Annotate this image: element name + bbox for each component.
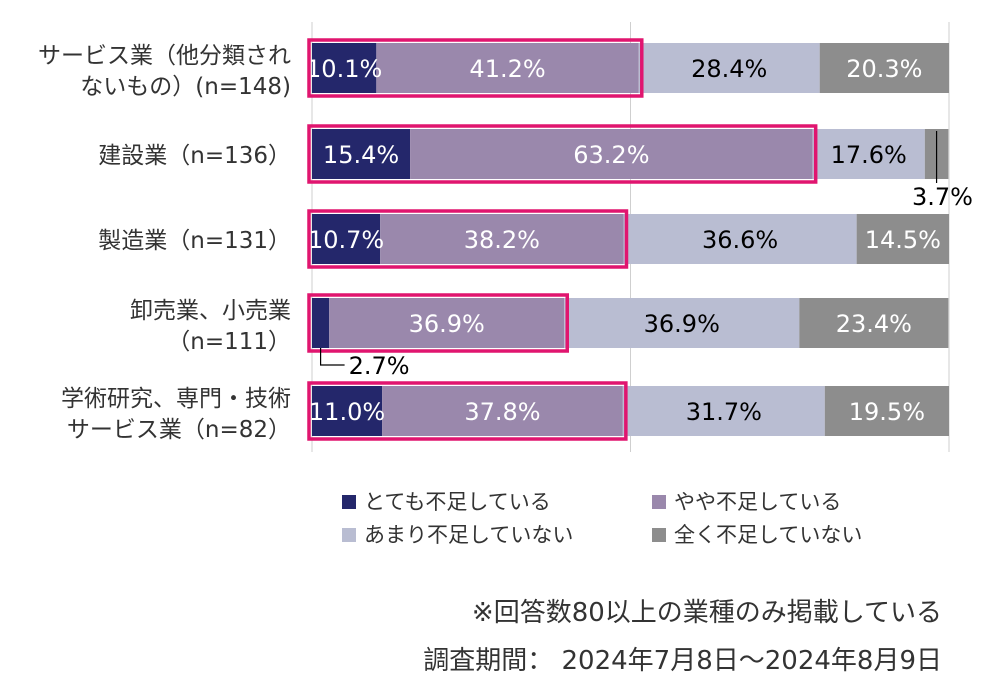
bar-segment [812, 129, 925, 179]
bar-segment [376, 43, 639, 93]
data-label: 14.5% [865, 226, 941, 254]
data-label: 36.6% [702, 226, 778, 254]
category-label: サービス業（他分類され [38, 43, 291, 69]
bar-segment [819, 43, 949, 93]
data-label: 11.0% [309, 398, 385, 426]
bar-segment [824, 386, 949, 436]
category-label: ないもの）(n=148) [80, 74, 291, 100]
bar-segment [799, 298, 949, 348]
data-label: 36.9% [409, 310, 485, 338]
bar-segment [623, 214, 857, 264]
footnote: ※回答数80以上の業種のみ掲載している [471, 598, 942, 628]
category-label: 卸売業、小売業 [130, 298, 291, 324]
data-label: 17.6% [831, 141, 907, 169]
bar-segment [410, 129, 813, 179]
data-label: 2.7% [349, 352, 410, 380]
data-label: 41.2% [469, 55, 545, 83]
bar-segment [312, 298, 330, 348]
bar-segment [380, 214, 624, 264]
legend-swatch [342, 495, 356, 509]
stacked-bar-chart: 10.1% 41.2% 28.4% 20.3% サービス業（他分類されないもの）(n=1… [38, 22, 973, 547]
data-label: 15.4% [323, 141, 399, 169]
legend-label: とても不足している [364, 490, 551, 514]
data-label: 19.5% [849, 398, 925, 426]
highlight-box [307, 293, 570, 353]
data-label: 23.4% [836, 310, 912, 338]
bar-segment [312, 129, 411, 179]
legend-swatch [652, 495, 666, 509]
highlight-box [307, 209, 629, 269]
legend-swatch [652, 528, 666, 542]
data-label: 3.7% [912, 183, 973, 211]
legend-label: あまり不足していない [364, 523, 573, 547]
data-label: 10.7% [308, 226, 384, 254]
data-label: 31.7% [686, 398, 762, 426]
data-label: 38.2% [464, 226, 540, 254]
bar-segment [312, 386, 383, 436]
legend-label: 全く不足していない [674, 523, 862, 547]
highlight-box [307, 38, 644, 98]
bar-segment [638, 43, 820, 93]
data-label: 63.2% [573, 141, 649, 169]
bar-segment [329, 298, 565, 348]
highlight-box [307, 381, 628, 441]
bar-segment [312, 214, 381, 264]
leader-line [319, 348, 345, 366]
data-label: 20.3% [846, 55, 922, 83]
data-label: 37.8% [464, 398, 540, 426]
bar-segment [382, 386, 623, 436]
highlight-box [307, 124, 818, 184]
bar-segment [312, 43, 377, 93]
bar-segment [856, 214, 949, 264]
bar-segment [622, 386, 825, 436]
bar-segment [564, 298, 800, 348]
category-label: （n=111） [167, 329, 291, 355]
legend-swatch [342, 528, 356, 542]
category-label: 学術研究、専門・技術 [61, 386, 291, 412]
data-label: 28.4% [691, 55, 767, 83]
survey-period: 調査期間： 2024年7月8日～2024年8月9日 [423, 646, 942, 676]
data-label: 36.9% [644, 310, 720, 338]
data-label: 10.1% [306, 55, 382, 83]
legend-label: やや不足している [674, 490, 841, 514]
category-label: サービス業（n=82） [67, 417, 291, 443]
category-label: 建設業（n=136） [98, 143, 291, 169]
category-label: 製造業（n=131） [98, 228, 291, 254]
